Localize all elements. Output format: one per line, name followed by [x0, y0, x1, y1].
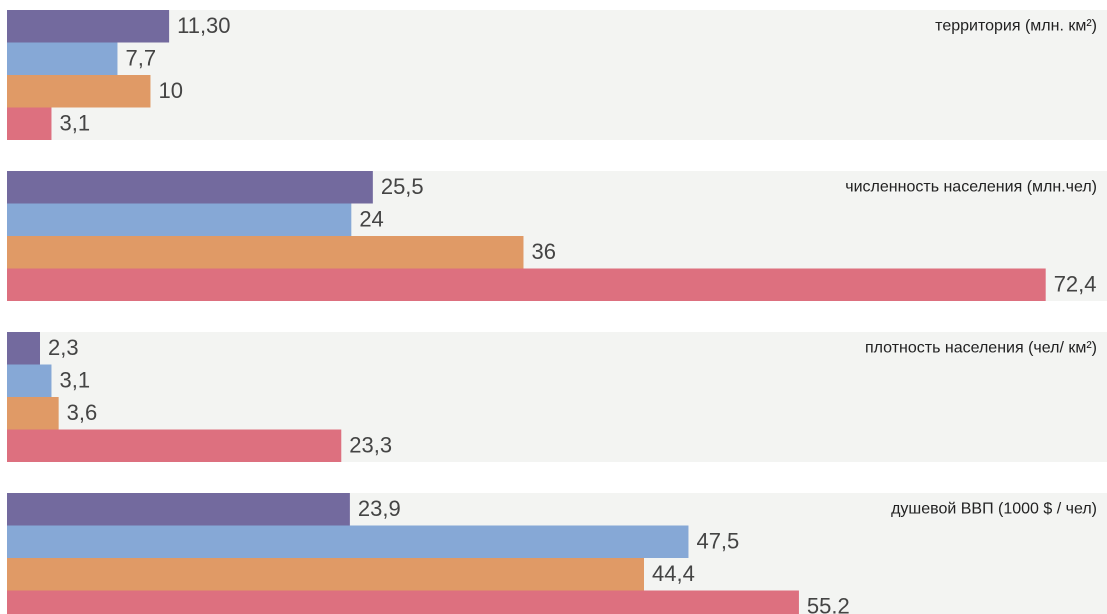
- bar: [7, 590, 799, 614]
- panel-title: численность населения (млн.чел): [845, 178, 1097, 195]
- bar: [7, 397, 59, 430]
- bar: [7, 171, 373, 204]
- value-label: 3,6: [67, 400, 98, 425]
- panel-title: плотность населения (чел/ км²): [865, 339, 1097, 356]
- value-label: 3,1: [59, 368, 90, 393]
- value-label: 3,1: [59, 111, 90, 136]
- value-label: 2,3: [48, 335, 79, 360]
- bar: [7, 558, 644, 591]
- panel-background: [7, 10, 1107, 140]
- value-label: 10: [158, 78, 182, 103]
- value-label: 11,30: [177, 13, 230, 38]
- bar: [7, 236, 524, 269]
- value-label: 23,9: [358, 496, 401, 521]
- value-label: 7,7: [125, 46, 156, 71]
- value-label: 44,4: [652, 561, 695, 586]
- bar: [7, 525, 689, 558]
- bar: [7, 107, 52, 140]
- value-label: 72,4: [1054, 272, 1097, 297]
- bar: [7, 332, 40, 365]
- bar: [7, 268, 1046, 301]
- bar: [7, 75, 151, 108]
- bar: [7, 364, 52, 397]
- bar: [7, 493, 350, 526]
- value-label: 47,5: [696, 529, 739, 554]
- value-label: 24: [359, 207, 383, 232]
- panel-title: душевой ВВП (1000 $ / чел): [891, 500, 1097, 517]
- bar: [7, 10, 170, 43]
- value-label: 23,3: [349, 433, 392, 458]
- value-label: 25,5: [381, 174, 424, 199]
- panel-title: территория (млн. км²): [935, 17, 1097, 34]
- bar: [7, 429, 342, 462]
- value-label: 36: [531, 239, 555, 264]
- value-label: 55.2: [807, 594, 850, 614]
- bar: [7, 42, 118, 75]
- bar: [7, 203, 352, 236]
